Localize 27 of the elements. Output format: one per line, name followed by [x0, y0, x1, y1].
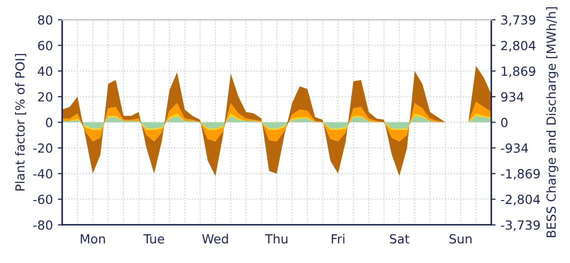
y2-tick-label: 0 — [501, 118, 508, 128]
x-tick-label: Sun — [450, 234, 472, 244]
y-axis-title: Plant factor [% of POI] — [15, 54, 26, 190]
y2-tick-label: -2,804 — [500, 194, 540, 206]
y2-tick-label: -3,739 — [500, 220, 540, 232]
y-tick-label: 0 — [46, 118, 52, 128]
y-tick-label: -20 — [33, 143, 52, 153]
y2-tick-label: 934 — [501, 92, 524, 102]
y2-tick-label: 3,739 — [501, 15, 536, 26]
y2-tick-label: -1,869 — [500, 169, 540, 180]
y2-tick-label: 2,804 — [501, 40, 536, 52]
y-tick-label: -80 — [33, 220, 52, 230]
y-tick-label: 80 — [38, 15, 52, 25]
y2-tick-label: -934 — [500, 143, 528, 153]
y-tick-label: -60 — [33, 194, 52, 204]
x-tick-label: Sat — [390, 234, 410, 244]
x-tick-label: Tue — [143, 234, 164, 244]
y2-axis-title: BESS Charge and Discharge [MWh/h] — [546, 7, 558, 238]
x-tick-label: Mon — [80, 234, 105, 244]
y-tick-label: 40 — [38, 66, 52, 76]
x-tick-label: Fri — [332, 234, 344, 244]
x-tick-label: Wed — [202, 234, 228, 244]
y-tick-label: 60 — [38, 40, 52, 50]
y-tick-label: -40 — [33, 169, 52, 179]
y-tick-label: 20 — [38, 92, 52, 102]
x-tick-label: Thu — [264, 234, 288, 244]
y2-tick-label: 1,869 — [502, 66, 536, 78]
